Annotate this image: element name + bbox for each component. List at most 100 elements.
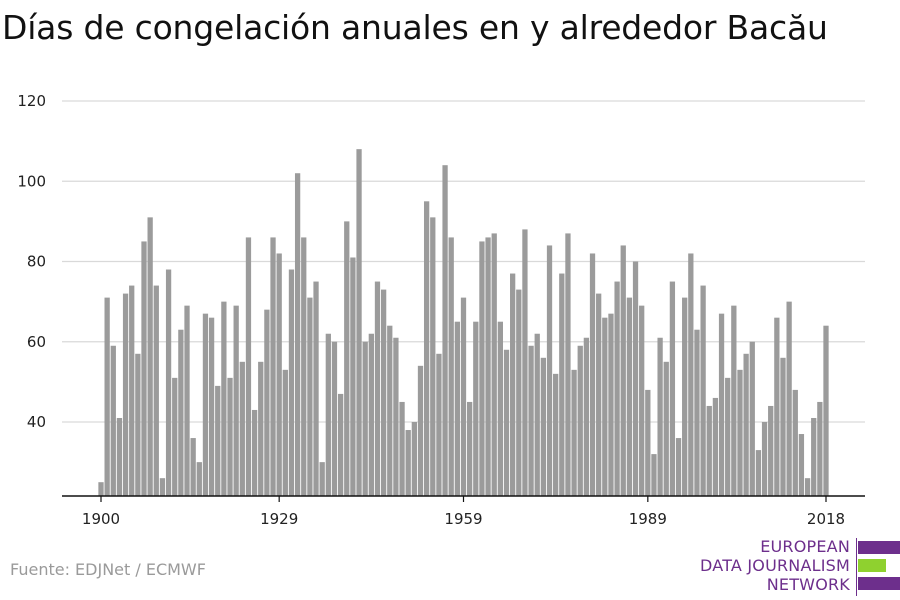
- bar-1992[interactable]: [663, 361, 669, 496]
- bar-1997[interactable]: [694, 329, 700, 496]
- bar-1979[interactable]: [583, 337, 590, 496]
- bar-1955[interactable]: [436, 353, 442, 496]
- bar-1940[interactable]: [344, 221, 350, 497]
- bar-1932[interactable]: [294, 173, 301, 496]
- bar-1927[interactable]: [264, 309, 270, 496]
- bar-1903[interactable]: [116, 417, 123, 496]
- bar-2014[interactable]: [798, 434, 805, 496]
- bar-1971[interactable]: [534, 333, 540, 496]
- bar-1928[interactable]: [270, 237, 276, 497]
- bar-1963[interactable]: [485, 237, 491, 497]
- bar-2003[interactable]: [731, 305, 737, 496]
- bar-1905[interactable]: [129, 285, 135, 496]
- bar-1939[interactable]: [337, 393, 344, 496]
- bar-2013[interactable]: [792, 389, 798, 496]
- bar-2008[interactable]: [761, 422, 768, 496]
- bar-1987[interactable]: [632, 261, 639, 497]
- bar-1926[interactable]: [258, 361, 264, 496]
- bar-1952[interactable]: [417, 365, 424, 496]
- bar-1934[interactable]: [307, 297, 313, 496]
- bar-1973[interactable]: [546, 245, 553, 496]
- bar-2011[interactable]: [780, 357, 786, 496]
- bar-1933[interactable]: [301, 237, 307, 497]
- bar-2015[interactable]: [804, 478, 811, 496]
- bar-1976[interactable]: [565, 233, 571, 496]
- bar-1943[interactable]: [362, 341, 368, 496]
- bar-1906[interactable]: [135, 353, 141, 496]
- bar-2002[interactable]: [725, 377, 731, 496]
- bar-1957[interactable]: [448, 237, 454, 497]
- bar-1966[interactable]: [503, 349, 510, 496]
- bar-1914[interactable]: [184, 305, 190, 496]
- bar-1942[interactable]: [356, 149, 362, 496]
- bar-2006[interactable]: [749, 341, 755, 496]
- bar-1965[interactable]: [497, 321, 503, 496]
- bar-1993[interactable]: [669, 281, 676, 496]
- bar-1999[interactable]: [706, 405, 712, 496]
- bar-1978[interactable]: [577, 345, 583, 496]
- bar-1961[interactable]: [473, 321, 479, 496]
- bar-2007[interactable]: [755, 450, 762, 496]
- bar-1922[interactable]: [233, 305, 239, 496]
- bar-1913[interactable]: [178, 329, 184, 496]
- bar-1985[interactable]: [620, 245, 626, 496]
- bar-1947[interactable]: [387, 325, 393, 496]
- bar-1910[interactable]: [159, 478, 166, 496]
- bar-1949[interactable]: [399, 401, 405, 496]
- bar-2017[interactable]: [817, 401, 823, 496]
- bar-2010[interactable]: [774, 317, 780, 496]
- bar-1924[interactable]: [245, 237, 252, 497]
- bar-2004[interactable]: [737, 369, 743, 496]
- bar-1945[interactable]: [374, 281, 381, 496]
- bar-1941[interactable]: [350, 257, 356, 496]
- bar-1936[interactable]: [319, 462, 325, 497]
- bar-1980[interactable]: [589, 253, 596, 496]
- bar-1919[interactable]: [215, 385, 221, 496]
- bar-1920[interactable]: [221, 301, 227, 497]
- bar-1948[interactable]: [393, 337, 399, 496]
- bar-1907[interactable]: [141, 241, 147, 496]
- bar-2005[interactable]: [743, 353, 749, 496]
- bar-1967[interactable]: [510, 273, 516, 496]
- bar-1923[interactable]: [239, 361, 245, 496]
- bar-1908[interactable]: [147, 217, 153, 497]
- bar-1902[interactable]: [110, 345, 116, 496]
- bar-1977[interactable]: [571, 369, 577, 496]
- bar-2012[interactable]: [786, 301, 792, 497]
- bar-1925[interactable]: [251, 409, 258, 496]
- bar-1938[interactable]: [331, 341, 338, 496]
- bar-1984[interactable]: [614, 281, 620, 496]
- bar-1990[interactable]: [651, 454, 657, 496]
- bar-2000[interactable]: [712, 397, 719, 496]
- bar-1901[interactable]: [104, 297, 110, 496]
- bar-1946[interactable]: [380, 289, 387, 496]
- bar-1917[interactable]: [202, 313, 209, 496]
- bar-1959[interactable]: [460, 297, 467, 496]
- bar-1930[interactable]: [282, 369, 288, 496]
- bar-1958[interactable]: [454, 321, 460, 496]
- bar-2016[interactable]: [811, 417, 817, 496]
- bar-1998[interactable]: [700, 285, 706, 496]
- bar-1935[interactable]: [313, 281, 319, 496]
- bar-1972[interactable]: [540, 357, 547, 496]
- bar-1904[interactable]: [122, 293, 129, 496]
- bar-1951[interactable]: [411, 422, 417, 496]
- bar-2009[interactable]: [768, 405, 774, 496]
- bar-1991[interactable]: [657, 337, 663, 496]
- bar-1954[interactable]: [430, 217, 436, 497]
- bar-1929[interactable]: [276, 253, 282, 496]
- bar-1982[interactable]: [602, 317, 608, 496]
- bar-1909[interactable]: [153, 285, 159, 496]
- bar-1953[interactable]: [423, 201, 430, 496]
- bar-1989[interactable]: [645, 389, 651, 496]
- bar-1969[interactable]: [522, 229, 528, 496]
- bar-1956[interactable]: [442, 165, 448, 496]
- bar-1995[interactable]: [682, 297, 688, 496]
- bar-1911[interactable]: [165, 269, 172, 496]
- bar-2001[interactable]: [718, 313, 725, 496]
- bar-1975[interactable]: [559, 273, 565, 496]
- bar-1983[interactable]: [608, 313, 614, 496]
- bar-1950[interactable]: [405, 430, 411, 496]
- bar-1937[interactable]: [325, 333, 331, 496]
- bar-1968[interactable]: [516, 289, 522, 496]
